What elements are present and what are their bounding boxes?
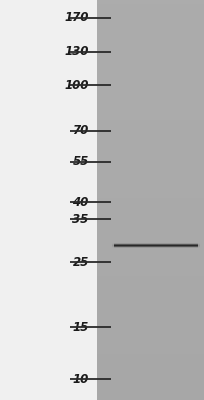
Text: 170: 170: [64, 11, 89, 24]
Bar: [97, 0, 204, 400]
Text: 70: 70: [72, 124, 89, 137]
Text: 10: 10: [72, 373, 89, 386]
Text: 55: 55: [72, 155, 89, 168]
Text: 35: 35: [72, 213, 89, 226]
Text: 100: 100: [64, 79, 89, 92]
Text: 15: 15: [72, 321, 89, 334]
Text: 25: 25: [72, 256, 89, 269]
Text: 130: 130: [64, 45, 89, 58]
Text: 40: 40: [72, 196, 89, 209]
